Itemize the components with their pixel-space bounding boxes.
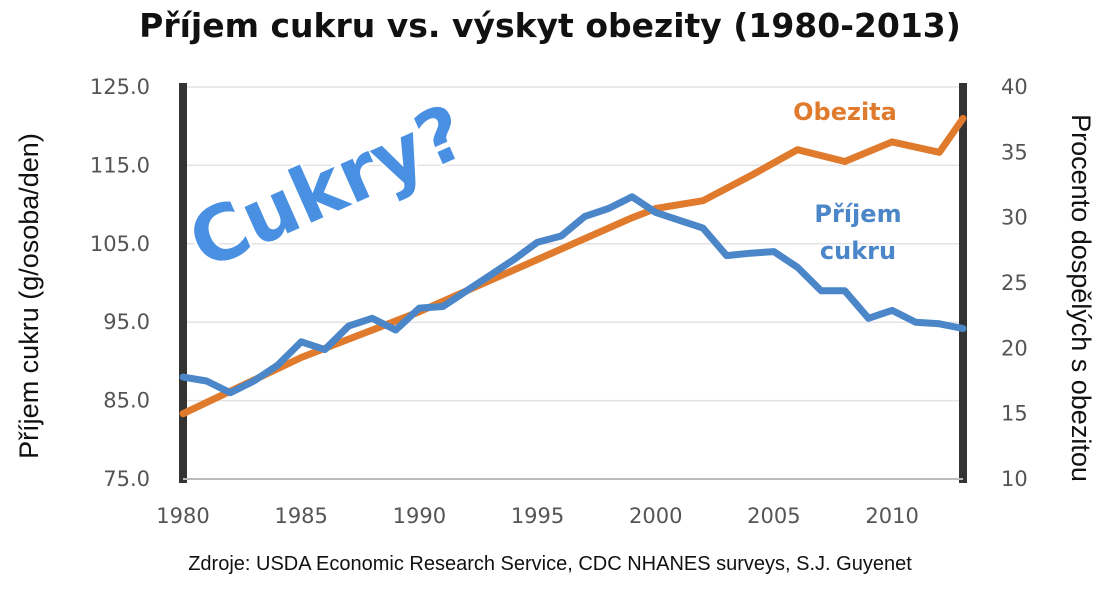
y-left-tick-label: 95.0 — [103, 310, 150, 334]
y-left-tick-label: 125.0 — [90, 75, 150, 99]
x-tick-label: 1980 — [156, 504, 209, 528]
sugar-intake-line — [179, 193, 967, 397]
x-tick-label: 2000 — [629, 504, 682, 528]
sugar-series-label: Příjem — [814, 200, 901, 228]
cukry-overlay-text: Cukry? — [176, 87, 479, 287]
y-left-tick-label: 75.0 — [103, 467, 150, 491]
y-left-tick-label: 105.0 — [90, 232, 150, 256]
y-right-tick-label: 35 — [1001, 140, 1028, 164]
y-right-tick-label: 30 — [1001, 206, 1028, 230]
chart-title: Příjem cukru vs. výskyt obezity (1980-20… — [139, 6, 961, 45]
x-tick-label: 1985 — [274, 504, 327, 528]
y-right-tick-label: 15 — [1001, 402, 1028, 426]
x-tick-label: 2005 — [747, 504, 800, 528]
x-tick-label: 1990 — [393, 504, 446, 528]
x-tick-label: 1995 — [511, 504, 564, 528]
obesity-series-label: Obezita — [793, 98, 897, 126]
y-right-tick-label: 40 — [1001, 75, 1028, 99]
y-left-tick-label: 115.0 — [90, 153, 150, 177]
y-right-tick-label: 10 — [1001, 467, 1028, 491]
source-note: Zdroje: USDA Economic Research Service, … — [188, 553, 912, 575]
y-right-tick-label: 20 — [1001, 336, 1028, 360]
y-left-tick-label: 85.0 — [103, 389, 150, 413]
sugar-series-label: cukru — [820, 237, 896, 265]
x-tick-label: 2010 — [865, 504, 918, 528]
y-right-tick-label: 25 — [1001, 271, 1028, 295]
y-left-axis-label: Příjem cukru (g/osoba/den) — [14, 133, 44, 459]
y-right-axis-label: Procento dospělých s obezitou — [1066, 114, 1096, 482]
